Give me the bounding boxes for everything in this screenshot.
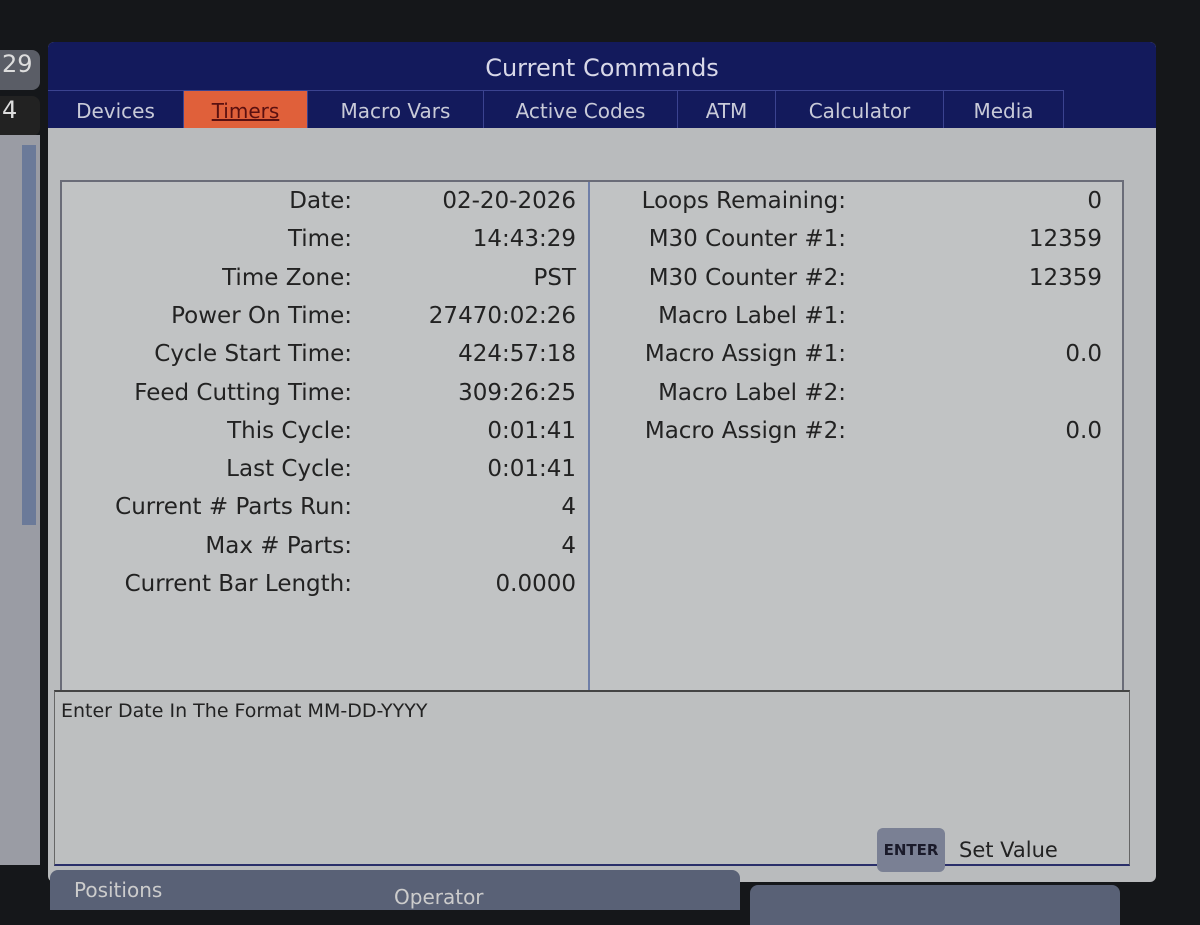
- field-value[interactable]: 309:26:25: [458, 379, 576, 406]
- field-value[interactable]: 0.0000: [495, 571, 576, 597]
- field-value[interactable]: 02-20-2026: [442, 188, 576, 214]
- field-value[interactable]: 12359: [1028, 226, 1102, 253]
- tab-devices[interactable]: Devices: [48, 90, 184, 128]
- field-label: Macro Assign #1:: [644, 341, 846, 368]
- window-title: Current Commands: [48, 42, 1156, 90]
- field-label: Current Bar Length:: [124, 571, 352, 597]
- field-value[interactable]: 0: [1087, 188, 1102, 214]
- enter-action-label: Set Value: [959, 838, 1058, 862]
- tab-calculator[interactable]: Calculator: [776, 90, 944, 128]
- field-label: Time Zone:: [222, 264, 352, 291]
- timers-panel: Date: 02-20-2026 Time: 14:43:29 Time Zone: PS…: [60, 180, 1124, 694]
- tab-active-codes[interactable]: Active Codes: [484, 90, 678, 128]
- field-value[interactable]: 0:01:41: [487, 417, 576, 444]
- tab-macro-vars[interactable]: Macro Vars: [308, 90, 484, 128]
- sidebar-scrollbar[interactable]: [22, 145, 36, 525]
- field-label: Time:: [287, 226, 352, 253]
- enter-key-button[interactable]: ENTER: [877, 828, 945, 872]
- field-value[interactable]: 0:01:41: [487, 456, 576, 483]
- tab-timers[interactable]: Timers: [184, 90, 308, 128]
- field-label: Macro Assign #2:: [644, 417, 846, 444]
- field-value[interactable]: 4: [561, 532, 576, 559]
- field-value[interactable]: 14:43:29: [472, 226, 576, 253]
- current-commands-window: Current Commands Devices Timers Macro Va…: [48, 42, 1156, 882]
- field-label: Macro Label #1:: [658, 302, 846, 329]
- field-value[interactable]: PST: [533, 264, 576, 291]
- field-label: Loops Remaining:: [641, 188, 846, 214]
- sidebar: [0, 135, 40, 865]
- field-label: M30 Counter #1:: [648, 226, 846, 253]
- field-label: Last Cycle:: [226, 456, 352, 483]
- field-value[interactable]: 0.0: [1065, 417, 1102, 444]
- field-label: This Cycle:: [227, 417, 352, 444]
- side-number-second: 4: [0, 96, 40, 136]
- field-label: Power On Time:: [171, 302, 352, 329]
- tab-media[interactable]: Media: [944, 90, 1064, 128]
- field-label: Date:: [289, 188, 352, 214]
- field-value[interactable]: 12359: [1028, 264, 1102, 291]
- field-label: Macro Label #2:: [658, 379, 846, 406]
- field-value[interactable]: 424:57:18: [458, 341, 576, 368]
- field-value[interactable]: 0.0: [1065, 341, 1102, 368]
- tab-atm[interactable]: ATM: [678, 90, 776, 128]
- bottom-tab-third[interactable]: [750, 885, 1120, 925]
- field-label: Cycle Start Time:: [154, 341, 352, 368]
- field-label: Current # Parts Run:: [115, 494, 352, 521]
- field-label: Max # Parts:: [205, 532, 352, 559]
- field-value[interactable]: 4: [561, 494, 576, 521]
- side-number-top: 29: [0, 50, 40, 90]
- bottom-tab-operator[interactable]: Operator: [394, 885, 484, 909]
- field-value[interactable]: 27470:02:26: [428, 302, 576, 329]
- message-area: Enter Date In The Format MM-DD-YYYY ENTE…: [54, 690, 1130, 872]
- tab-bar: Devices Timers Macro Vars Active Codes A…: [48, 90, 1156, 128]
- field-label: Feed Cutting Time:: [134, 379, 352, 406]
- column-divider: [588, 182, 590, 692]
- field-label: M30 Counter #2:: [648, 264, 846, 291]
- help-message: Enter Date In The Format MM-DD-YYYY: [61, 700, 428, 722]
